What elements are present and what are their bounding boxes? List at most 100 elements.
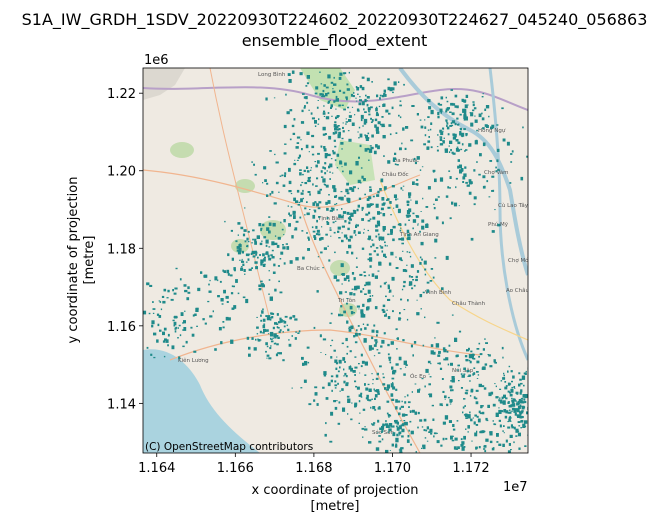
- flood-pixel: [217, 295, 220, 298]
- flood-pixel: [297, 204, 301, 206]
- flood-pixel: [372, 216, 376, 220]
- flood-pixel: [322, 178, 326, 183]
- flood-pixel: [401, 400, 403, 403]
- flood-pixel: [282, 184, 286, 187]
- flood-pixel: [409, 410, 412, 413]
- flood-pixel: [510, 161, 513, 163]
- flood-pixel: [283, 262, 286, 265]
- flood-pixel: [404, 147, 407, 150]
- flood-pixel: [424, 119, 426, 121]
- flood-pixel: [421, 377, 424, 380]
- flood-pixel: [268, 222, 272, 226]
- flood-pixel: [337, 422, 341, 425]
- flood-pixel: [289, 260, 293, 264]
- flood-pixel: [283, 152, 287, 155]
- flood-pixel: [295, 331, 297, 333]
- flood-pixel: [335, 203, 338, 205]
- flood-pixel: [470, 122, 474, 127]
- flood-pixel: [330, 379, 333, 383]
- flood-pixel: [286, 324, 288, 327]
- flood-pixel: [304, 361, 308, 366]
- flood-pixel: [237, 245, 240, 249]
- flood-pixel: [324, 172, 327, 175]
- flood-pixel: [406, 251, 409, 253]
- flood-pixel: [360, 365, 363, 368]
- flood-pixel: [296, 159, 299, 161]
- flood-pixel: [306, 75, 310, 79]
- flood-pixel: [270, 337, 272, 340]
- flood-pixel: [280, 221, 282, 224]
- flood-pixel: [346, 97, 348, 101]
- flood-pixel: [392, 310, 394, 313]
- flood-pixel: [499, 424, 502, 428]
- flood-pixel: [420, 241, 424, 246]
- flood-pixel: [368, 110, 370, 113]
- flood-pixel: [245, 261, 248, 263]
- flood-pixel: [348, 71, 350, 74]
- flood-pixel: [421, 166, 424, 168]
- flood-pixel: [361, 101, 365, 106]
- flood-pixel: [437, 354, 441, 357]
- flood-pixel: [505, 385, 508, 387]
- flood-pixel: [378, 435, 381, 437]
- flood-pixel: [387, 207, 390, 209]
- flood-pixel: [335, 116, 337, 120]
- flood-pixel: [516, 402, 520, 406]
- flood-pixel: [417, 389, 420, 393]
- flood-pixel: [461, 143, 464, 146]
- flood-pixel: [399, 116, 402, 119]
- flood-pixel: [273, 333, 277, 338]
- flood-pixel: [447, 363, 450, 366]
- flood-pixel: [325, 422, 327, 425]
- flood-pixel: [339, 72, 343, 76]
- flood-pixel: [468, 347, 470, 351]
- flood-pixel: [410, 264, 414, 268]
- flood-pixel: [501, 107, 504, 110]
- flood-pixel: [409, 411, 412, 413]
- flood-pixel: [252, 255, 256, 258]
- flood-pixel: [358, 422, 360, 424]
- flood-pixel: [273, 343, 276, 345]
- flood-pixel: [345, 121, 348, 123]
- flood-pixel: [306, 232, 308, 234]
- flood-pixel: [515, 435, 518, 437]
- flood-pixel: [367, 383, 370, 386]
- flood-pixel: [505, 410, 509, 414]
- flood-pixel: [376, 341, 379, 343]
- flood-pixel: [364, 428, 368, 431]
- flood-pixel: [302, 173, 304, 176]
- flood-pixel: [390, 341, 394, 345]
- flood-pixel: [492, 403, 496, 407]
- flood-pixel: [327, 153, 331, 157]
- flood-pixel: [329, 229, 332, 231]
- flood-pixel: [307, 191, 311, 193]
- flood-pixel: [336, 356, 338, 358]
- flood-pixel: [354, 374, 356, 376]
- flood-pixel: [376, 94, 379, 98]
- flood-pixel: [393, 194, 397, 198]
- flood-pixel: [378, 240, 381, 241]
- flood-pixel: [382, 104, 385, 107]
- flood-pixel: [153, 356, 156, 359]
- flood-pixel: [368, 148, 373, 153]
- flood-pixel: [470, 237, 474, 241]
- flood-pixel: [163, 288, 167, 292]
- flood-pixel: [259, 330, 262, 334]
- flood-pixel: [301, 109, 304, 113]
- flood-pixel: [365, 137, 369, 141]
- flood-pixel: [405, 364, 408, 366]
- flood-pixel: [516, 393, 519, 395]
- flood-pixel: [292, 210, 296, 215]
- flood-pixel: [371, 423, 373, 425]
- flood-pixel: [467, 375, 469, 377]
- flood-pixel: [467, 431, 469, 433]
- flood-pixel: [310, 167, 312, 169]
- flood-pixel: [162, 331, 165, 336]
- flood-pixel: [497, 223, 501, 227]
- flood-pixel: [362, 303, 365, 307]
- flood-pixel: [268, 293, 270, 295]
- flood-pixel: [336, 400, 338, 402]
- flood-pixel: [441, 287, 444, 290]
- flood-pixel: [369, 203, 373, 206]
- flood-pixel: [430, 122, 433, 125]
